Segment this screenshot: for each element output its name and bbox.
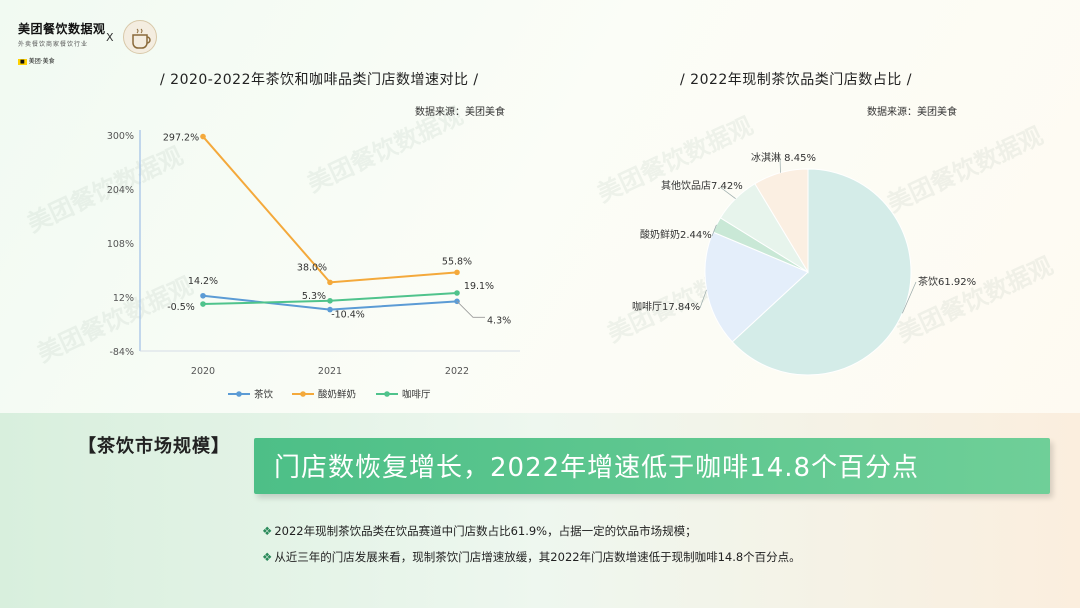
bullet-item: ❖ 从近三年的门店发展来看，现制茶饮门店增速放缓，其2022年门店数增速低于现制咖… xyxy=(262,544,801,570)
line-chart-title: / 2020-2022年茶饮和咖啡品类门店数增速对比 / xyxy=(160,72,479,88)
pie-slice xyxy=(731,168,912,376)
legend-swatch-marker xyxy=(300,391,306,397)
bullet-text: 2022年现制茶饮品类在饮品赛道中门店数占比61.9%，占据一定的饮品市场规模； xyxy=(274,524,697,538)
brand-subtitle: 外卖餐饮商家餐饮行业 xyxy=(18,41,89,48)
legend-label: 咖啡厅 xyxy=(402,389,431,401)
diamond-bullet-icon: ❖ xyxy=(262,524,273,538)
y-tick-label: 12% xyxy=(113,293,134,304)
brand-title: 美团餐饮数据观 xyxy=(18,22,106,36)
slice-label: 其他饮品店7.42% xyxy=(661,179,743,192)
data-point xyxy=(200,292,206,299)
pie-slice xyxy=(754,168,809,274)
leader-line xyxy=(902,281,917,314)
data-point xyxy=(200,133,206,140)
y-tick-label: -84% xyxy=(109,347,134,358)
leader-line xyxy=(456,301,485,318)
x-tick-label: 2022 xyxy=(445,366,469,377)
legend-swatch-marker xyxy=(236,391,242,397)
x-tick-label: 2020 xyxy=(191,366,215,377)
slice-label: 咖啡厅17.84% xyxy=(632,301,700,313)
headline-text: 门店数恢复增长，2022年增速低于咖啡14.8个百分点 xyxy=(274,453,920,483)
legend-label: 茶饮 xyxy=(254,389,274,401)
data-label: -0.5% xyxy=(167,302,195,313)
data-point xyxy=(327,297,333,304)
data-label: 38.0% xyxy=(297,262,327,273)
slice-label: 酸奶鲜奶2.44% xyxy=(640,228,712,241)
diamond-bullet-icon: ❖ xyxy=(262,550,273,564)
data-point xyxy=(327,279,333,286)
pie-chart-title: / 2022年现制茶饮品类门店数占比 / xyxy=(680,72,912,88)
section-tag: 【茶饮市场规模】 xyxy=(78,436,230,457)
data-label: 19.1% xyxy=(464,281,494,292)
headline-banner: 门店数恢复增长，2022年增速低于咖啡14.8个百分点 xyxy=(254,438,1050,494)
data-label: -10.4% xyxy=(331,310,365,321)
meituan-label: 美团·美食 xyxy=(28,58,55,65)
legend-label: 酸奶鲜奶 xyxy=(318,389,356,401)
collab-x: X xyxy=(106,31,114,44)
bullet-list: ❖ 2022年现制茶饮品类在饮品赛道中门店数占比61.9%，占据一定的饮品市场规模… xyxy=(262,518,801,570)
line-chart-source: 数据来源：美团美食 xyxy=(415,107,505,118)
data-label: 297.2% xyxy=(163,133,199,144)
data-label: 55.8% xyxy=(442,256,472,267)
data-label: 4.3% xyxy=(487,315,511,326)
leader-line xyxy=(719,186,736,199)
y-tick-label: 108% xyxy=(107,239,134,250)
meituan-logo: ■ 美团·美食 xyxy=(18,56,55,65)
data-point xyxy=(200,301,206,307)
data-label: 14.2% xyxy=(188,276,218,287)
y-tick-label: 300% xyxy=(107,131,134,142)
bullet-item: ❖ 2022年现制茶饮品类在饮品赛道中门店数占比61.9%，占据一定的饮品市场规模… xyxy=(262,518,801,544)
x-tick-label: 2021 xyxy=(318,366,342,377)
leader-line xyxy=(711,224,717,237)
data-point xyxy=(327,306,333,313)
y-tick-label: 204% xyxy=(107,185,134,196)
slice-label: 茶饮61.92% xyxy=(918,275,976,288)
legend-swatch-marker xyxy=(384,391,390,397)
slice-label: 冰淇淋 8.45% xyxy=(751,151,816,164)
bullet-text: 从近三年的门店发展来看，现制茶饮门店增速放缓，其2022年门店数增速低于现制咖啡… xyxy=(274,550,801,564)
data-point xyxy=(454,269,460,276)
pie-chart-source: 数据来源：美团美食 xyxy=(867,107,957,118)
data-label: 5.3% xyxy=(302,291,326,302)
meituan-icon: ■ xyxy=(18,59,27,65)
data-point xyxy=(454,290,460,296)
coffee-logo-icon xyxy=(123,20,157,54)
leader-line xyxy=(699,289,707,309)
brand-logo: 美团餐饮数据观 外卖餐饮商家餐饮行业 ■ 美团·美食 xyxy=(18,20,106,67)
